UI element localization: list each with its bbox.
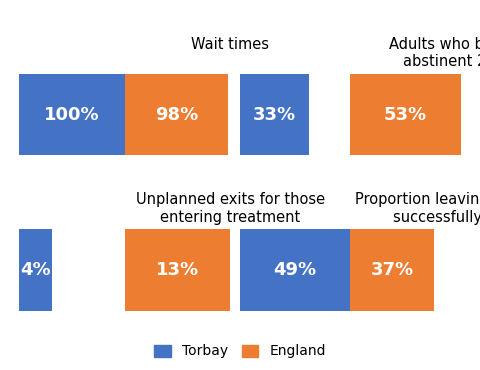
Text: Unplanned exits for those
entering treatment: Unplanned exits for those entering treat…	[136, 192, 325, 225]
Text: 49%: 49%	[274, 261, 317, 279]
Text: 33%: 33%	[253, 106, 296, 124]
Legend: Torbay, England: Torbay, England	[148, 339, 332, 364]
Text: 53%: 53%	[384, 106, 427, 124]
Bar	[19, 74, 125, 155]
Bar	[350, 74, 461, 155]
Text: Adults who became
abstinent 20/21: Adults who became abstinent 20/21	[389, 37, 480, 70]
Bar	[350, 229, 434, 311]
Bar	[125, 229, 230, 311]
Bar	[240, 74, 309, 155]
Text: 98%: 98%	[155, 106, 198, 124]
Text: Proportion leaving treatment
successfully 20/21: Proportion leaving treatment successfull…	[355, 192, 480, 225]
Text: 13%: 13%	[156, 261, 199, 279]
Text: 100%: 100%	[44, 106, 100, 124]
Text: 4%: 4%	[20, 261, 51, 279]
Bar	[19, 229, 52, 311]
Text: 37%: 37%	[371, 261, 414, 279]
Text: Wait times: Wait times	[192, 37, 269, 52]
Bar	[125, 74, 228, 155]
Bar	[240, 229, 350, 311]
